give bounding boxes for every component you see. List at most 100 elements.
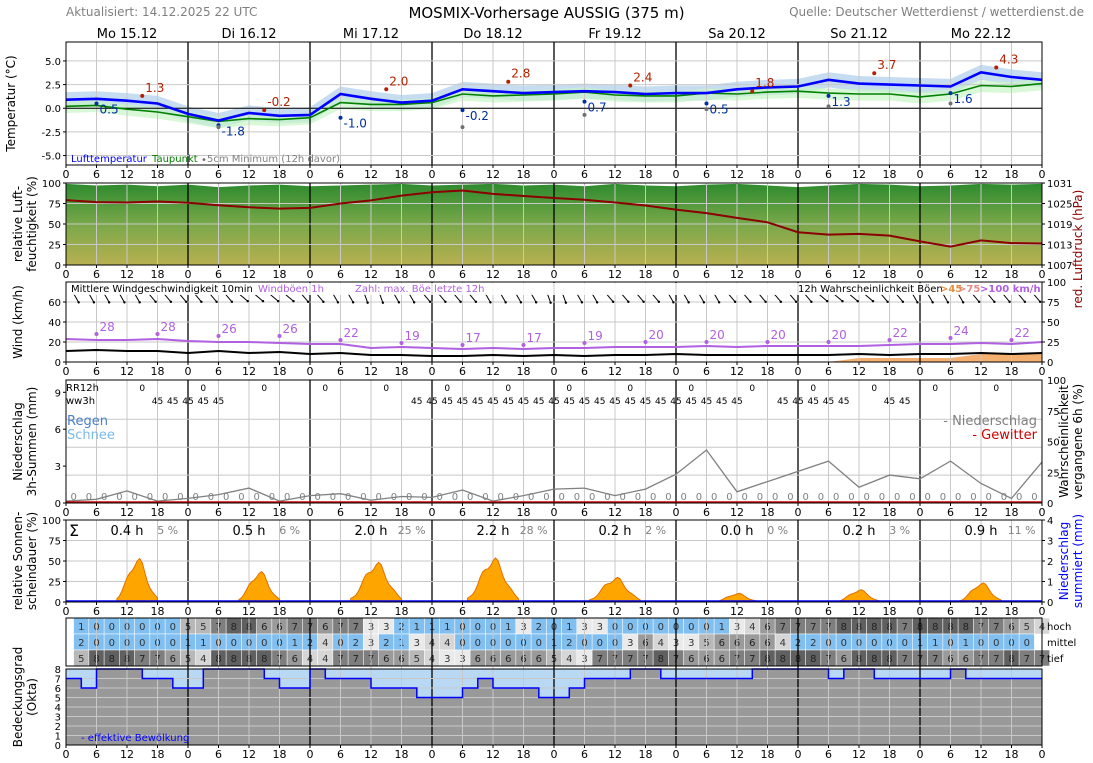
precip-3h-value: 0 <box>650 492 656 503</box>
cloud-cell-value: 7 <box>780 622 786 633</box>
x-tick-label: 0 <box>795 506 802 519</box>
wind-arrow-head <box>92 301 96 304</box>
rr12-value: 0 <box>932 384 938 394</box>
x-tick-label: 6 <box>703 168 710 181</box>
x-tick-label: 12 <box>364 268 378 281</box>
precip-3h-value: 0 <box>284 492 290 503</box>
x-tick-label: 6 <box>703 506 710 519</box>
y-tick-label: 100 <box>42 516 61 527</box>
x-tick-label: 12 <box>120 268 134 281</box>
precip-3h-value: 0 <box>116 492 122 503</box>
cloud-cell-value: 4 <box>658 638 664 649</box>
x-tick-label: 0 <box>307 365 314 378</box>
x-tick-label: 18 <box>395 748 409 761</box>
rr12-value: 0 <box>505 384 511 394</box>
precip-3h-value: 0 <box>131 492 137 503</box>
x-tick-label: 18 <box>883 268 897 281</box>
x-tick-label: 12 <box>486 365 500 378</box>
x-tick-label: 12 <box>852 748 866 761</box>
precip-3h-value: 0 <box>70 492 76 503</box>
precip-3h-value: 0 <box>589 492 595 503</box>
max-gust-marker <box>277 334 282 338</box>
ground-min-marker <box>460 125 465 130</box>
y-tick-label: 0 <box>55 598 61 609</box>
x-tick-label: 6 <box>703 605 710 618</box>
x-tick-label: 12 <box>730 168 744 181</box>
cloud-cell-value: 8 <box>261 654 267 665</box>
daily-sun-pct: 11 % <box>1008 524 1036 537</box>
rr12-label: RR12h <box>66 383 99 394</box>
x-tick-label: 6 <box>825 168 832 181</box>
wind-arrow-head <box>154 300 157 304</box>
y2-tick-label: 1 <box>1047 578 1053 589</box>
sunshine-peak <box>238 570 280 603</box>
cloud-cell-value: 6 <box>719 638 725 649</box>
x-tick-label: 6 <box>215 605 222 618</box>
y2-tick-label: 100 <box>1047 278 1066 289</box>
cloud-cell-value: 0 <box>475 638 481 649</box>
x-tick-label: 12 <box>486 506 500 519</box>
ww3h-value: 45 <box>640 397 651 407</box>
threshold-75: >75 <box>958 284 980 295</box>
rr12-value: 0 <box>749 384 755 394</box>
ground-min-marker <box>704 107 709 112</box>
max-gust-marker <box>94 332 99 336</box>
y-axis-label: Wind (km/h) <box>11 285 25 359</box>
x-tick-label: 0 <box>429 268 436 281</box>
precip-3h-value: 0 <box>452 492 458 503</box>
cloud-cell-value: 0 <box>627 622 633 633</box>
precip-3h-value: 0 <box>299 492 305 503</box>
precip-3h-value: 0 <box>1001 492 1007 503</box>
ww3h-value: 45 <box>716 397 727 407</box>
min-marker <box>826 93 831 98</box>
cloud-cell-value: 1 <box>414 622 420 633</box>
wind-arrow-head <box>489 301 492 304</box>
x-tick-label: 0 <box>917 268 924 281</box>
wind-arrow <box>225 293 233 303</box>
precip-3h-value: 0 <box>757 492 763 503</box>
rr12-value: 0 <box>566 384 572 394</box>
ww3h-value: 45 <box>777 397 788 407</box>
wind-arrow <box>1002 293 1011 303</box>
ww3h-value: 45 <box>594 397 605 407</box>
daily-sun-pct: 0 % <box>767 524 788 537</box>
y2-axis-label: Wahrscheinlichkeit <box>1057 385 1071 498</box>
max-temp-label: 2.8 <box>511 67 530 81</box>
y-tick-label: 50 <box>48 220 61 231</box>
cloud-cell-value: 0 <box>871 638 877 649</box>
x-tick-label: 6 <box>825 365 832 378</box>
wind-arrow-head <box>856 300 859 303</box>
precip-3h-value: 0 <box>421 492 427 503</box>
wind-arrow <box>316 293 324 303</box>
cloud-cell-value: 6 <box>475 654 481 665</box>
x-tick-label: 18 <box>883 168 897 181</box>
precip-3h-value: 0 <box>909 492 915 503</box>
x-tick-label: 12 <box>486 268 500 281</box>
x-tick-label: 6 <box>459 268 466 281</box>
min-marker <box>460 108 465 113</box>
precip-3h-value: 0 <box>635 492 641 503</box>
x-tick-label: 0 <box>429 365 436 378</box>
x-tick-label: 6 <box>459 605 466 618</box>
x-tick-label: 0 <box>185 506 192 519</box>
x-tick-label: 18 <box>761 748 775 761</box>
min-marker <box>582 99 587 104</box>
ground-min-marker <box>826 104 831 109</box>
precip-3h-value: 0 <box>879 492 885 503</box>
min-marker <box>94 101 99 106</box>
precip-3h-value: 0 <box>696 492 702 503</box>
y-tick-label: 0 <box>55 261 61 272</box>
ww3h-value: 45 <box>426 397 437 407</box>
wind-arrow-head <box>215 300 218 304</box>
cloud-cell-value: 6 <box>292 654 298 665</box>
ww3h-value: 45 <box>670 397 681 407</box>
x-tick-label: 0 <box>307 748 314 761</box>
y-tick-label: 0 <box>55 741 61 752</box>
y-axis-label: relative Luft- <box>11 186 25 262</box>
day-label: So 21.12 <box>830 27 888 42</box>
cloud-row-label: hoch <box>1047 622 1071 633</box>
wind-arrow <box>576 293 583 303</box>
precip-3h-value: 0 <box>1016 492 1022 503</box>
x-tick-label: 0 <box>917 605 924 618</box>
precip-3h-value: 0 <box>330 492 336 503</box>
